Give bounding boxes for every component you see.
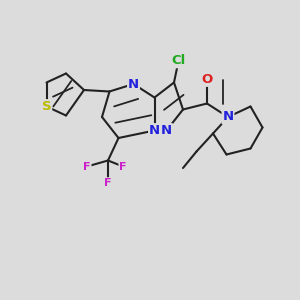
Text: N: N (222, 110, 234, 124)
Text: N: N (128, 77, 139, 91)
Text: F: F (104, 178, 112, 188)
Text: N: N (161, 124, 172, 137)
Text: S: S (42, 100, 51, 113)
Text: O: O (201, 73, 213, 86)
Text: N: N (149, 124, 160, 137)
Text: Cl: Cl (171, 54, 186, 68)
Text: F: F (83, 161, 91, 172)
Text: F: F (119, 161, 127, 172)
